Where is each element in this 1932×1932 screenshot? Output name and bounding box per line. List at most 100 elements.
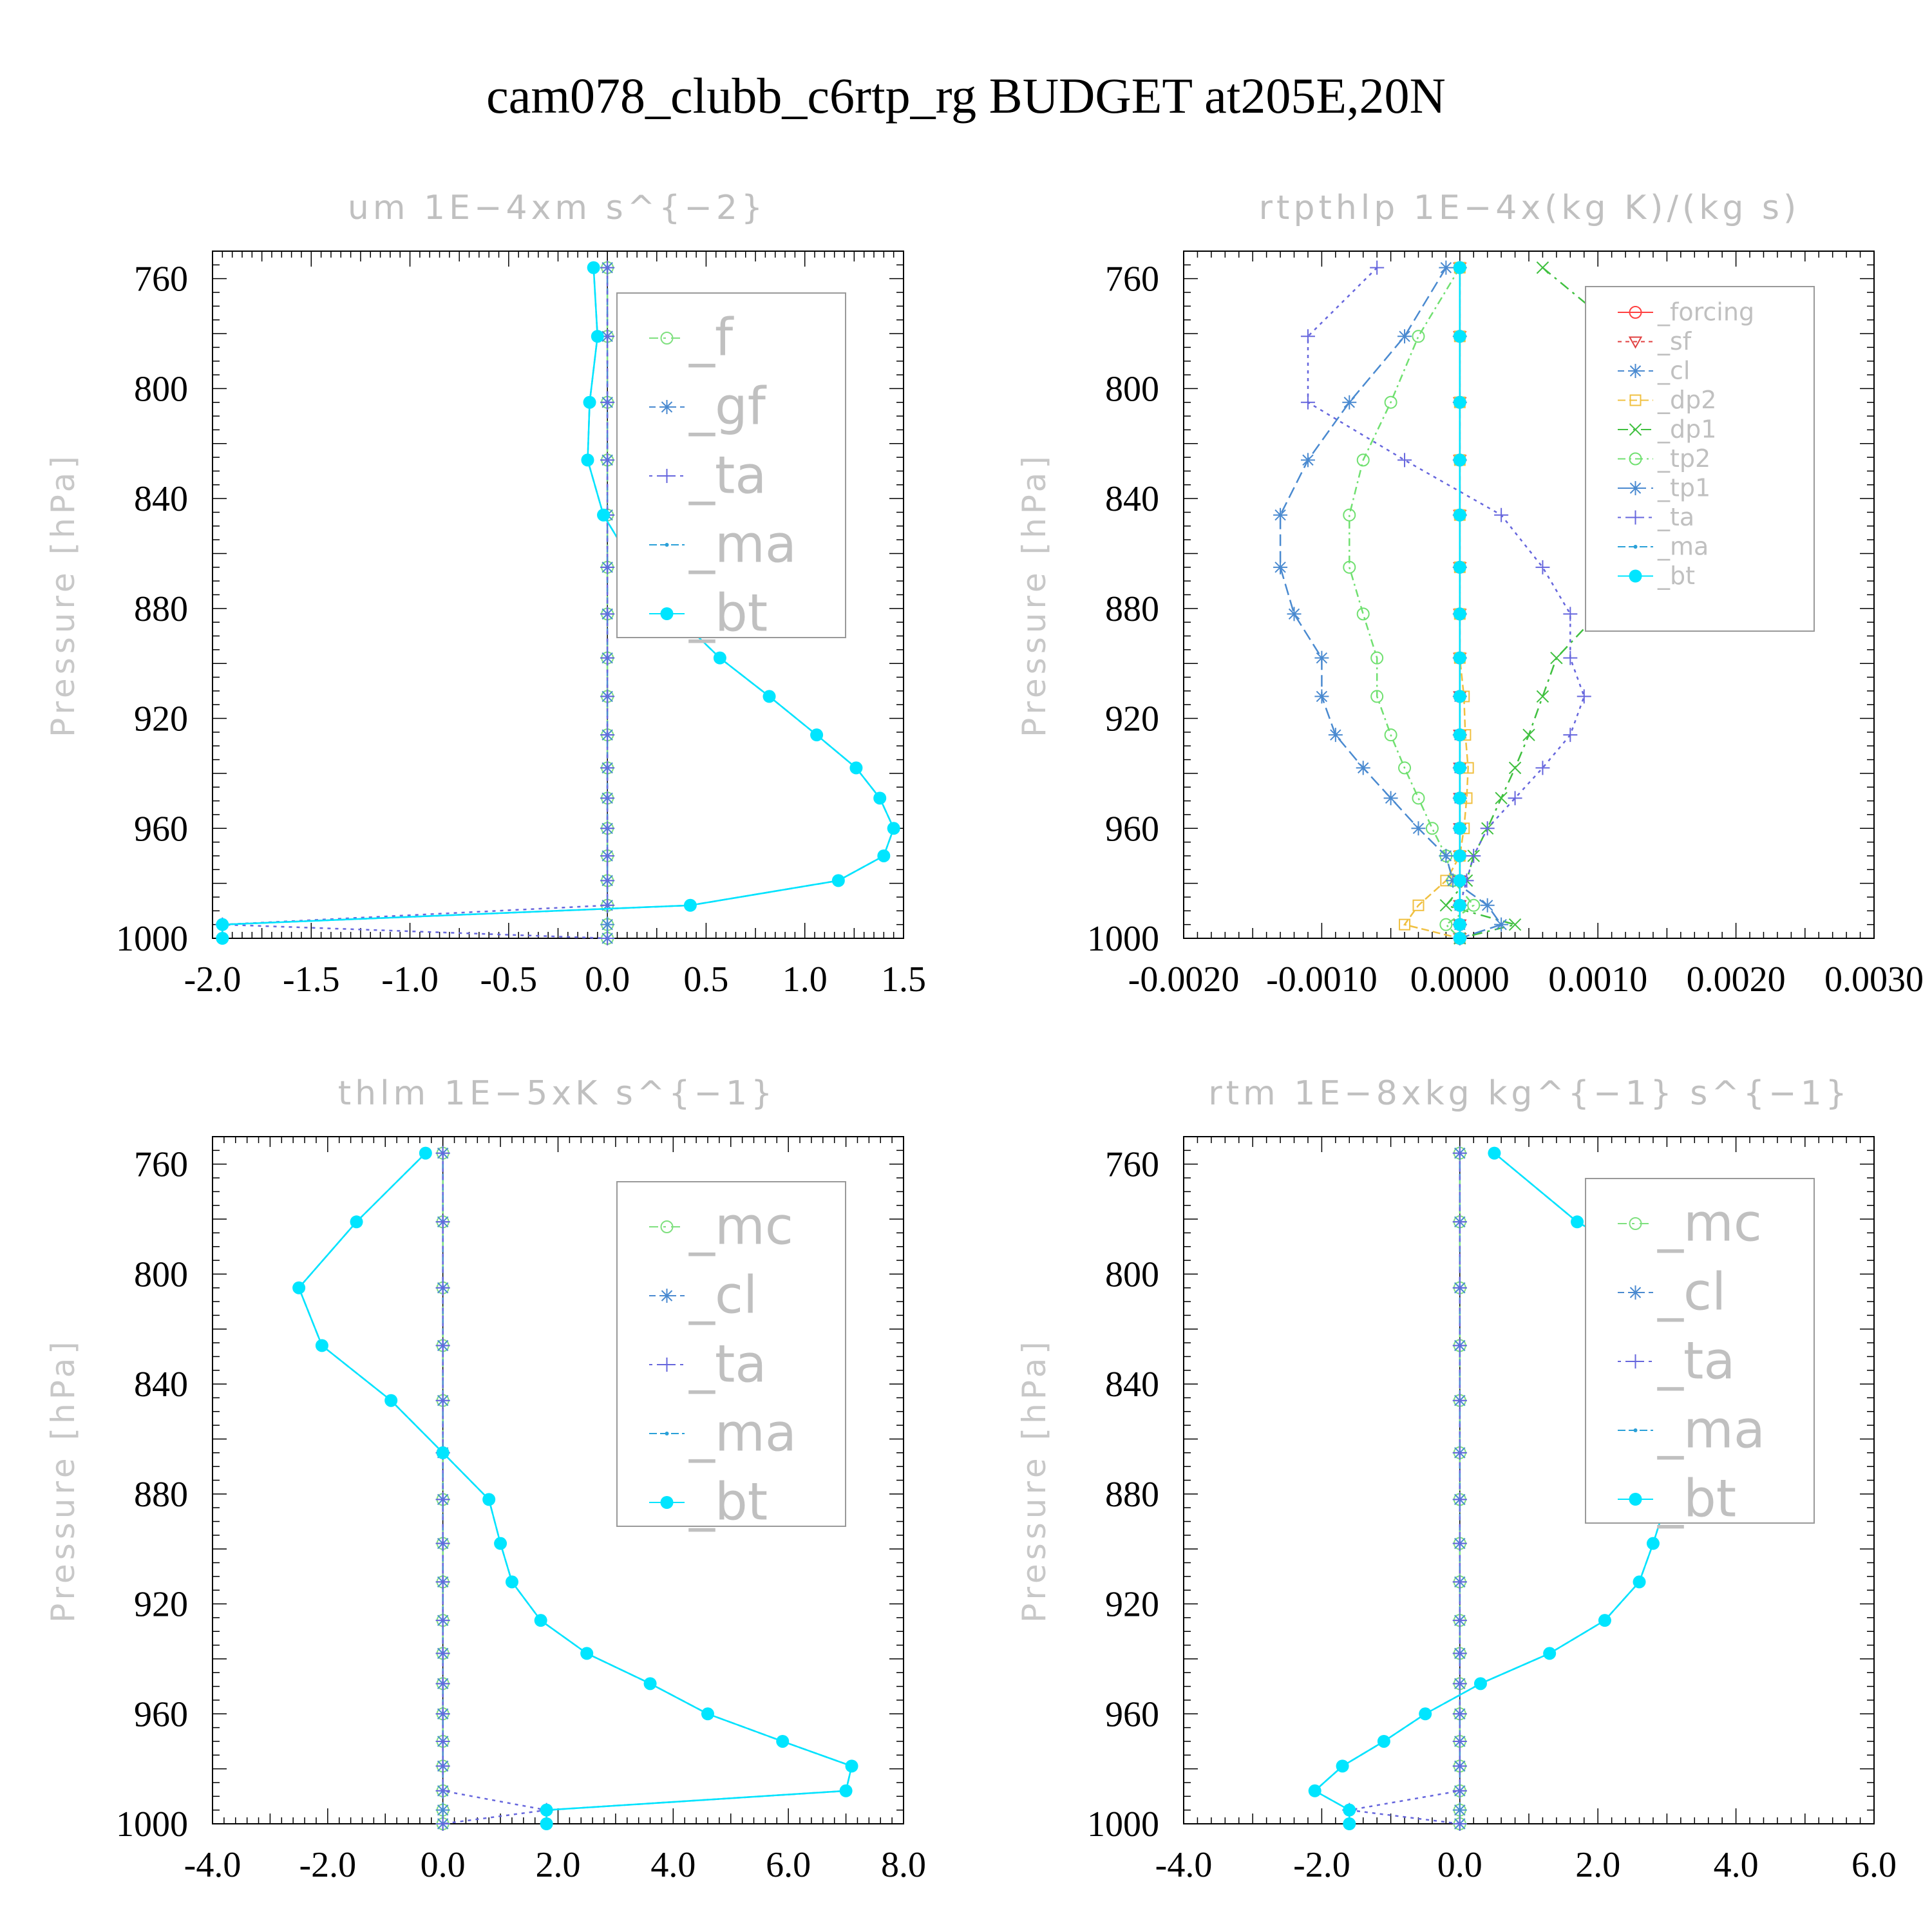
panels: um 1E−4xm s^{−2} Pressure [hPa] 760 800 840 8…	[44, 189, 1924, 1885]
legend-label: _ma	[1657, 1399, 1765, 1459]
x-tick-label: -0.5	[480, 960, 538, 999]
y-tick-label: 840	[134, 1365, 188, 1405]
data-point	[1453, 728, 1466, 742]
data-point	[1577, 689, 1591, 704]
legend-marker	[1629, 306, 1642, 319]
y-tick-label: 960	[1105, 809, 1159, 849]
x-tick-label: 8.0	[881, 1845, 926, 1885]
legend-label: _gf	[688, 376, 767, 436]
legend-item: _ma	[1618, 533, 1709, 561]
data-point	[1473, 1677, 1487, 1690]
y-tick-label: 920	[1105, 1585, 1159, 1625]
legend-label: _dp2	[1657, 386, 1716, 414]
data-point	[435, 1338, 450, 1353]
series-line	[1349, 1153, 1461, 1825]
x-tick-label: 4.0	[1714, 1845, 1759, 1885]
data-point	[873, 791, 887, 805]
legend-item: _cl	[1618, 1262, 1726, 1321]
legend-label: _ma	[1657, 533, 1709, 561]
data-point	[701, 1707, 714, 1721]
data-point	[1439, 899, 1453, 912]
panel-3: thlm 1E−5xK s^{−1} Pressure [hPa] 760 800 84…	[44, 1074, 926, 1885]
x-tick-label: -0.0010	[1266, 960, 1378, 999]
y-tick-label: 840	[1105, 479, 1159, 519]
data-point	[643, 1677, 657, 1690]
y-tick-label: 920	[134, 1585, 188, 1625]
series-line	[1279, 267, 1503, 940]
data-point	[1494, 507, 1509, 522]
x-tick-label: -0.0020	[1128, 960, 1240, 999]
legend-marker	[1628, 364, 1643, 378]
data-point	[1370, 690, 1384, 703]
legend-marker	[1629, 394, 1642, 406]
y-axis-label: Pressure [hPa]	[1016, 452, 1053, 737]
series-line	[1307, 267, 1586, 938]
legend-item: _dp1	[1618, 415, 1716, 444]
data-point	[1452, 1575, 1467, 1589]
data-point	[1453, 898, 1466, 912]
data-point	[534, 1614, 547, 1627]
panel-title: thlm 1E−5xK s^{−1}	[338, 1074, 776, 1113]
data-point	[713, 651, 726, 665]
data-point	[600, 607, 615, 621]
legend-label: _mc	[688, 1196, 793, 1256]
legend-label: _forcing	[1657, 298, 1754, 327]
legend-item: _mc	[649, 1196, 793, 1256]
data-point	[1452, 1393, 1467, 1408]
y-tick-label: 840	[1105, 1365, 1159, 1405]
y-tick-label: 760	[1105, 260, 1159, 299]
legend: _mc _cl _ta _ma _bt	[616, 1181, 846, 1531]
legend-label: _bt	[688, 583, 768, 643]
legend-marker	[1628, 510, 1643, 525]
data-point	[1453, 607, 1466, 621]
data-point	[597, 508, 611, 522]
data-point	[435, 1817, 450, 1831]
data-point	[292, 1281, 306, 1294]
legend-item: _ta	[1618, 1331, 1735, 1390]
data-point	[877, 849, 891, 862]
legend-marker	[659, 469, 674, 483]
series-bt	[292, 1146, 858, 1830]
y-tick-label: 800	[134, 1255, 188, 1294]
data-point	[435, 1676, 450, 1691]
x-tick-label: 0.0	[1437, 1845, 1482, 1885]
x-tick-label: 0.0	[585, 960, 630, 999]
data-point	[435, 1759, 450, 1774]
data-point	[435, 1646, 450, 1661]
legend-label: _tp1	[1657, 474, 1710, 502]
panel-4: rtm 1E−8xkg kg^{−1} s^{−1} Pressure [hPa]…	[1016, 1074, 1897, 1885]
panel-title: rtpthlp 1E−4x(kg K)/(kg s)	[1259, 189, 1801, 227]
x-tick-label: 6.0	[1852, 1845, 1897, 1885]
x-tick-label: -4.0	[184, 1845, 242, 1885]
x-tick-label: 6.0	[766, 1845, 811, 1885]
data-point	[435, 1492, 450, 1507]
data-point	[419, 1146, 432, 1160]
data-point	[1343, 560, 1356, 574]
data-point	[1356, 607, 1370, 621]
data-point	[1598, 1614, 1611, 1627]
data-point	[1439, 848, 1454, 863]
data-point	[762, 690, 776, 703]
data-point	[1495, 791, 1508, 805]
x-ticks	[212, 251, 904, 938]
x-tick-label: 0.0	[421, 1845, 466, 1885]
data-point	[1508, 791, 1522, 806]
data-point	[849, 761, 863, 775]
data-point	[1453, 761, 1466, 775]
data-point	[600, 917, 615, 932]
data-point	[1508, 918, 1522, 931]
data-point	[1633, 1575, 1646, 1589]
legend-label: _cl	[1657, 1262, 1726, 1321]
y-tick-label: 880	[134, 589, 188, 629]
y-tick-label: 1000	[1087, 1804, 1159, 1844]
data-point	[1300, 453, 1315, 468]
data-point	[1419, 1707, 1432, 1721]
data-point	[1488, 1146, 1501, 1160]
panel-2: rtpthlp 1E−4x(kg K)/(kg s) Pressure [hPa]…	[1016, 189, 1924, 999]
data-point	[1336, 1759, 1349, 1773]
data-point	[540, 1817, 553, 1830]
legend-item: _f	[649, 307, 734, 367]
data-point	[1452, 1817, 1467, 1831]
data-point	[1535, 560, 1550, 574]
